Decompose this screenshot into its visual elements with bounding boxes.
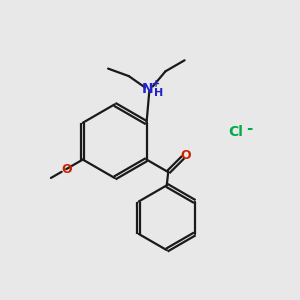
- Text: O: O: [61, 163, 71, 176]
- Text: O: O: [181, 149, 191, 162]
- Text: -: -: [246, 121, 253, 136]
- Text: Cl: Cl: [228, 125, 243, 139]
- Text: H: H: [154, 88, 163, 98]
- Text: N: N: [142, 82, 154, 96]
- Text: +: +: [152, 79, 160, 89]
